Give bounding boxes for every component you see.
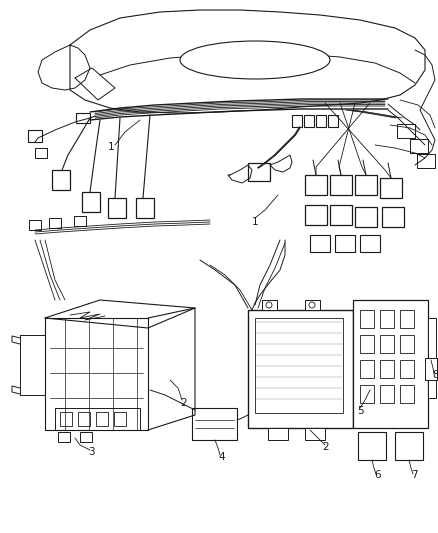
Text: 1: 1 (252, 217, 258, 227)
Bar (330, 175, 352, 195)
Bar (428, 318, 436, 398)
Bar (316, 115, 326, 127)
Bar (58, 432, 70, 442)
Bar (380, 385, 394, 403)
Bar (380, 178, 402, 198)
Bar (248, 310, 353, 428)
Bar (360, 385, 374, 403)
Bar (410, 139, 428, 153)
Bar (400, 310, 414, 328)
Bar (330, 205, 352, 225)
Text: 3: 3 (88, 447, 95, 457)
Bar (360, 235, 380, 252)
Text: 5: 5 (357, 406, 364, 416)
Text: 8: 8 (432, 370, 438, 380)
Bar (360, 360, 374, 378)
Bar (400, 360, 414, 378)
Bar (292, 115, 302, 127)
Bar (400, 335, 414, 353)
Bar (360, 335, 374, 353)
Bar (52, 170, 70, 190)
Bar (80, 432, 92, 442)
Bar (262, 300, 277, 310)
Bar (425, 358, 437, 380)
Bar (380, 335, 394, 353)
Bar (305, 428, 325, 440)
Text: 2: 2 (180, 398, 187, 408)
Bar (82, 192, 100, 212)
Bar (60, 412, 72, 426)
Bar (310, 235, 330, 252)
Text: 1: 1 (108, 142, 115, 152)
Bar (55, 408, 140, 430)
Text: 7: 7 (411, 470, 417, 480)
Bar (268, 428, 288, 440)
Bar (35, 148, 47, 158)
Circle shape (266, 302, 272, 308)
Bar (305, 205, 327, 225)
Text: 6: 6 (374, 470, 381, 480)
Bar (328, 115, 338, 127)
Bar (353, 300, 428, 428)
Bar (255, 318, 343, 413)
Ellipse shape (180, 41, 330, 79)
Bar (358, 432, 386, 460)
Bar (355, 175, 377, 195)
Bar (96, 412, 108, 426)
Bar (305, 300, 320, 310)
Bar (114, 412, 126, 426)
Bar (192, 408, 237, 440)
Bar (380, 360, 394, 378)
Bar (49, 218, 61, 228)
Bar (305, 175, 327, 195)
Bar (355, 207, 377, 227)
Bar (380, 310, 394, 328)
Bar (248, 163, 270, 181)
Bar (76, 113, 90, 123)
Bar (395, 432, 423, 460)
Text: 4: 4 (218, 452, 225, 462)
Bar (29, 220, 41, 230)
Bar (136, 198, 154, 218)
Bar (382, 207, 404, 227)
Bar (304, 115, 314, 127)
Bar (108, 198, 126, 218)
Bar (74, 216, 86, 226)
Bar (397, 124, 415, 138)
Bar (417, 154, 435, 168)
Text: 2: 2 (322, 442, 328, 452)
Bar (360, 310, 374, 328)
Circle shape (309, 302, 315, 308)
Bar (28, 130, 42, 142)
Bar (335, 235, 355, 252)
Bar (78, 412, 90, 426)
Bar (400, 385, 414, 403)
